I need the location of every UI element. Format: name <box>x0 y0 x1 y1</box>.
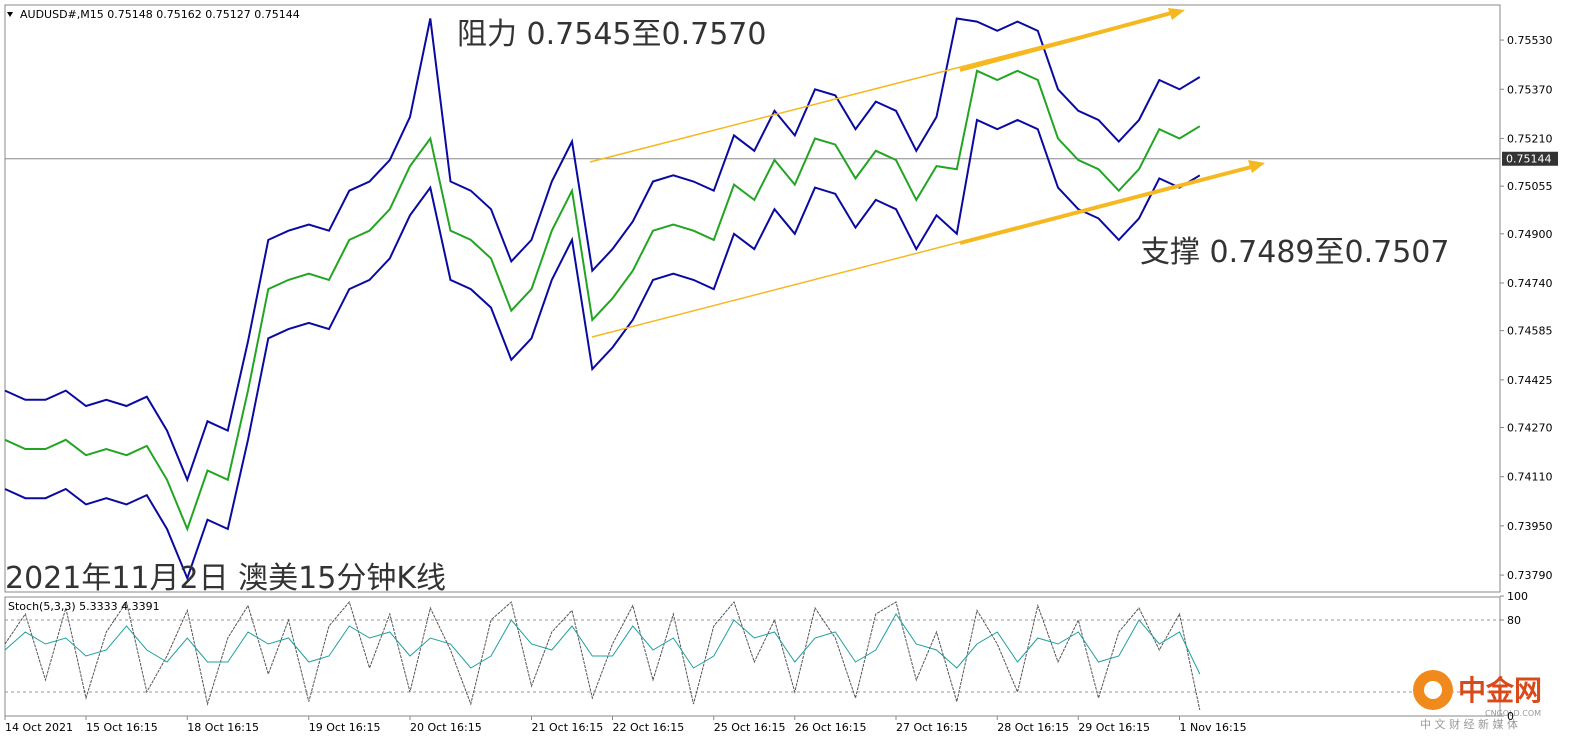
support-annotation: 支撑 0.7489至0.7507 <box>1140 235 1449 270</box>
y-tick-label: 0.74740 <box>1507 277 1553 290</box>
x-tick-label: 28 Oct 16:15 <box>997 721 1069 734</box>
current-price-box <box>1502 151 1558 166</box>
series-line <box>4 600 1201 711</box>
x-tick-label: 26 Oct 16:15 <box>795 721 867 734</box>
x-tick-label: 19 Oct 16:15 <box>309 721 381 734</box>
y-tick-label: 0.74585 <box>1507 325 1553 338</box>
logo-inner <box>1424 681 1442 699</box>
series-line <box>4 613 1201 675</box>
y-tick-label: 0.74900 <box>1507 228 1553 241</box>
x-tick-label: 25 Oct 16:15 <box>714 721 786 734</box>
watermark-slogan: 中 文 财 经 新 媒 体 <box>1420 717 1518 731</box>
y-tick-label: 0.74425 <box>1507 374 1553 387</box>
y-tick-label: 0.74110 <box>1507 471 1553 484</box>
x-tick-label: 1 Nov 16:15 <box>1180 721 1247 734</box>
series-line <box>4 118 1201 582</box>
x-tick-label: 22 Oct 16:15 <box>613 721 685 734</box>
y-tick-label: 80 <box>1507 614 1521 627</box>
resistance-arrow <box>959 10 1176 72</box>
y-tick-label: 0.73790 <box>1507 569 1553 582</box>
x-tick-label: 27 Oct 16:15 <box>896 721 968 734</box>
x-tick-label: 15 Oct 16:15 <box>86 721 158 734</box>
x-tick-label: 18 Oct 16:15 <box>187 721 259 734</box>
watermark-site: CNGOLD.COM <box>1485 709 1541 718</box>
y-tick-label: 0 <box>1507 710 1514 723</box>
main-panel <box>4 4 1501 593</box>
series-line <box>4 17 1201 483</box>
arrow-head <box>1248 160 1265 173</box>
y-tick-label: 0.75530 <box>1507 34 1553 47</box>
x-tick-label: 21 Oct 16:15 <box>532 721 604 734</box>
series-line <box>4 69 1201 532</box>
support-arrow <box>959 164 1256 245</box>
y-tick-label: 0.75055 <box>1507 180 1553 193</box>
y-tick-label: 100 <box>1507 590 1528 603</box>
arrow-head <box>1168 8 1185 20</box>
stoch-title: Stoch(5,3,3) 5.3333 4.3391 <box>8 600 160 613</box>
y-tick-label: 0.73950 <box>1507 520 1553 533</box>
trend-channel <box>589 8 1265 338</box>
chart-header: AUDUSD#,M15 0.75148 0.75162 0.75127 0.75… <box>20 8 300 21</box>
resistance-annotation: 阻力 0.7545至0.7570 <box>457 17 766 52</box>
x-tick-label: 20 Oct 16:15 <box>410 721 482 734</box>
y-tick-label: 0.75210 <box>1507 132 1553 145</box>
y-tick-label: 0.75370 <box>1507 83 1553 96</box>
stoch-panel <box>4 596 1501 717</box>
watermark-name: 中金网 <box>1458 674 1542 707</box>
date-annotation: 2021年11月2日 澳美15分钟K线 <box>5 561 446 596</box>
x-tick-label: 14 Oct 2021 <box>5 721 73 734</box>
watermark: 中金网 CNGOLD.COM 中 文 财 经 新 媒 体 <box>1413 670 1542 731</box>
current-price-label: 0.75144 <box>1506 153 1552 166</box>
header-icon <box>7 12 13 17</box>
x-tick-label: 29 Oct 16:15 <box>1078 721 1150 734</box>
y-tick-label: 0.74270 <box>1507 421 1553 434</box>
